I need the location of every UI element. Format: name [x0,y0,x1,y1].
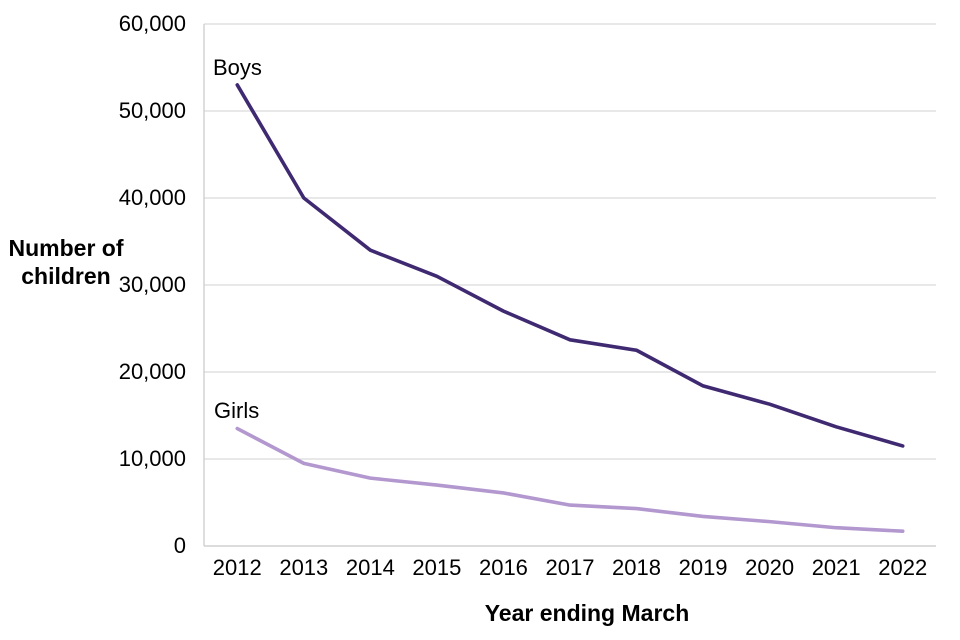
x-tick-label: 2022 [878,555,928,580]
x-tick-label: 2019 [678,555,728,580]
y-tick-label: 0 [173,533,186,558]
x-tick-label: 2017 [545,555,595,580]
y-tick-label: 10,000 [118,446,186,471]
x-axis-title: Year ending March [484,600,690,626]
x-tick-label: 2014 [345,555,395,580]
y-axis-title: Number of children [8,235,124,289]
y-tick-label: 20,000 [118,359,186,384]
y-tick-label: 50,000 [118,98,186,123]
boys-line [235,83,905,448]
y-tick-label: 30,000 [118,272,186,297]
x-tick-label: 2021 [811,555,861,580]
y-tick-label: 40,000 [118,185,186,210]
series-label-boys: Boys [213,55,262,80]
series-label-girls: Girls [214,398,260,423]
x-tick-label: 2020 [745,555,795,580]
x-tick-label: 2012 [212,555,262,580]
x-tick-label: 2016 [478,555,528,580]
x-tick-label: 2018 [612,555,661,580]
y-tick-label: 60,000 [118,11,186,36]
girls-line [235,426,905,534]
x-tick-label: 2015 [412,555,462,580]
x-tick-label: 2013 [279,555,329,580]
